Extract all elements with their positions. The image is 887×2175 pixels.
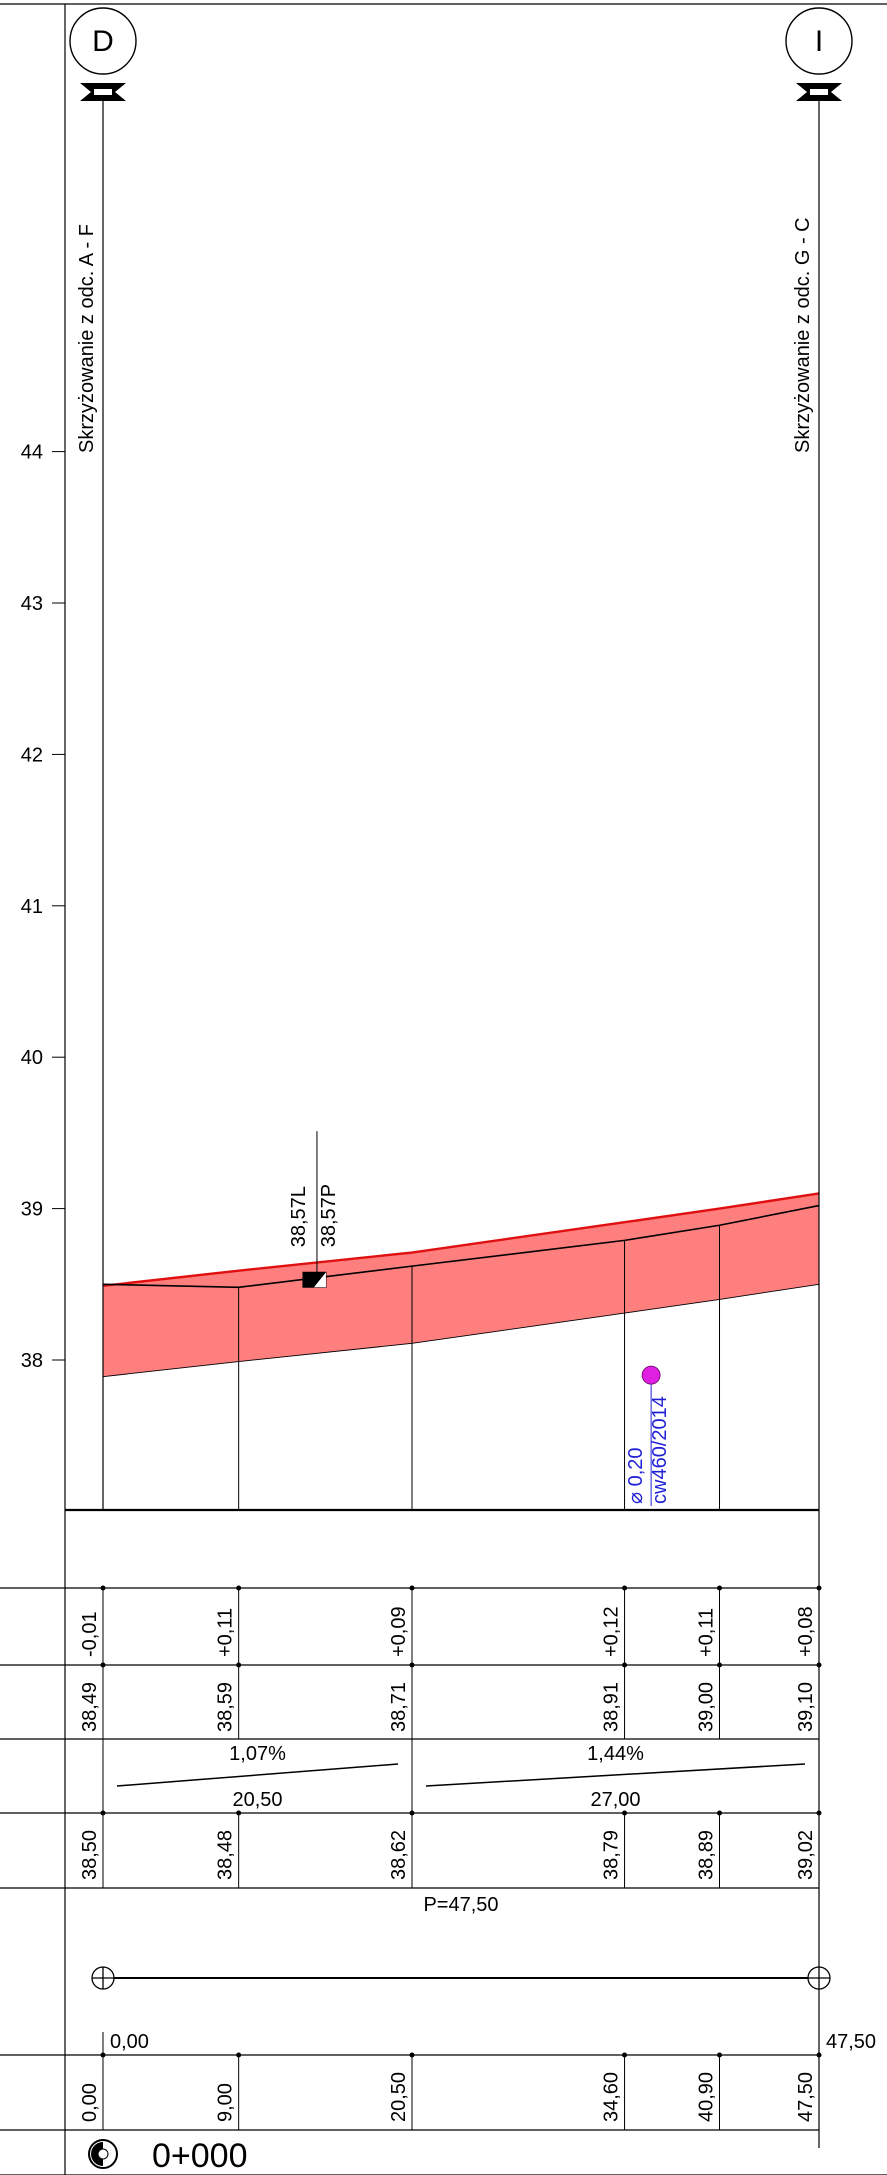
surface-elevation-value: 38,59: [215, 1682, 237, 1732]
intersection-left-label: Skrzyżowanie z odc. A - F: [76, 224, 98, 453]
elevation-tick-label: 41: [21, 896, 43, 918]
row-slopes: 1,07% 20,50 1,44% 27,00: [102, 1739, 820, 1813]
chainage-icon-half: [91, 2142, 103, 2166]
chainage-icon-center: [97, 2148, 109, 2160]
marker-d-symbol-inner: [94, 89, 112, 95]
difference-value: +0,09: [388, 1606, 410, 1657]
elevation-label-left: 38,57L: [288, 1186, 310, 1247]
marker-i-circle: [785, 7, 853, 75]
row-differences: -0,01 +0,11 +0,09 +0,12 +0,11 +0,08: [79, 1585, 822, 1665]
design-elevation-dot: [816, 1810, 822, 1816]
difference-dot: [622, 1585, 628, 1591]
marker-i-symbol-inner: [810, 89, 828, 95]
slope-length: 27,00: [590, 1789, 640, 1811]
elevation-tick-label: 44: [21, 442, 43, 464]
marker-i-label: I: [815, 25, 823, 58]
slope-percent: 1,07%: [229, 1743, 286, 1765]
design-elevation-dot: [717, 1810, 723, 1816]
design-elevation-value: 38,48: [215, 1830, 237, 1880]
difference-dot: [816, 1585, 822, 1591]
surface-elevation-dot: [100, 1662, 106, 1668]
difference-value: +0,12: [601, 1606, 623, 1657]
design-elevation-value: 38,89: [696, 1830, 718, 1880]
surface-elevation-dot: [236, 1662, 242, 1668]
slope-length: 20,50: [232, 1789, 282, 1811]
elevation-tick-label: 42: [21, 744, 43, 766]
difference-value: -0,01: [79, 1611, 101, 1657]
surface-line: [102, 1192, 820, 1288]
elevation-tick-label: 43: [21, 593, 43, 615]
marker-d-circle: [69, 7, 137, 75]
station-lines: [238, 1225, 721, 1510]
slope-line: [116, 1763, 399, 1787]
row-plan: P=47,50: [91, 1894, 831, 1990]
distance-dot: [236, 2052, 242, 2058]
elevation-label-flag-inner: [313, 1272, 326, 1288]
chainage-label: 0+000: [152, 2137, 248, 2175]
chainage-row: 0+000: [88, 2137, 248, 2175]
design-elevation-dot: [236, 1810, 242, 1816]
distance-dot: [622, 2052, 628, 2058]
distance-value: 9,00: [215, 2083, 237, 2122]
elevation-label-group: 38,57L 38,57P: [288, 1131, 340, 1288]
distance-value: 20,50: [388, 2072, 410, 2122]
elevation-tick-label: 39: [21, 1199, 43, 1221]
difference-value: +0,08: [795, 1606, 817, 1657]
utility-crossing: ⌀ 0,20 cw460/2014: [625, 1365, 671, 1506]
design-elevation-dot: [409, 1810, 415, 1816]
distance-value: 47,50: [795, 2072, 817, 2122]
distance-end-label: 47,50: [826, 2031, 876, 2053]
utility-pipe-icon: [641, 1365, 661, 1385]
difference-dot: [100, 1585, 106, 1591]
design-elevation-value: 38,62: [388, 1830, 410, 1880]
distance-dot: [409, 2052, 415, 2058]
surface-elevation-dot: [409, 1662, 415, 1668]
row-distances: 0,00 9,00 20,50 34,60 40,90 47,50: [79, 2052, 822, 2130]
elevation-label-right: 38,57P: [318, 1184, 340, 1247]
row-design-elevations: 38,50 38,48 38,62 38,79 38,89 39,02: [79, 1810, 822, 1888]
difference-value: +0,11: [215, 1608, 237, 1657]
difference-value: +0,11: [696, 1608, 718, 1657]
difference-dot: [409, 1585, 415, 1591]
slope-line: [425, 1763, 806, 1787]
marker-i: I: [785, 7, 853, 101]
distance-value: 40,90: [696, 2072, 718, 2122]
distance-value: 34,60: [601, 2072, 623, 2122]
design-elevation-value: 38,79: [601, 1830, 623, 1880]
surface-elevation-value: 39,10: [795, 1682, 817, 1732]
surface-elevation-dot: [717, 1662, 723, 1668]
design-elevation-dot: [100, 1810, 106, 1816]
surface-elevation-dot: [816, 1662, 822, 1668]
layer-bottom-line: [102, 1283, 820, 1378]
design-elevation-value: 38,50: [79, 1830, 101, 1880]
marker-d-label: D: [92, 25, 114, 58]
design-elevation-dot: [622, 1810, 628, 1816]
distance-start-label: 0,00: [110, 2031, 149, 2053]
distance-dot: [717, 2052, 723, 2058]
structure-layer-fill: [103, 1193, 819, 1377]
intersection-right-label: Skrzyżowanie z odc. G - C: [792, 217, 814, 453]
surface-elevation-dot: [622, 1662, 628, 1668]
surface-elevation-value: 39,00: [696, 1682, 718, 1732]
difference-dot: [236, 1585, 242, 1591]
design-profile-line: [102, 1204, 820, 1289]
plan-length-label: P=47,50: [423, 1894, 498, 1916]
design-elevation-value: 39,02: [795, 1830, 817, 1880]
surface-elevation-value: 38,49: [79, 1682, 101, 1732]
utility-code-label: cw460/2014: [649, 1396, 671, 1504]
surface-elevation-value: 38,71: [388, 1682, 410, 1732]
row-surface-elevations: 38,49 38,59 38,71 38,91 39,00 39,10: [79, 1662, 822, 1739]
marker-d: D: [69, 7, 137, 101]
slope-percent: 1,44%: [587, 1743, 644, 1765]
elevation-tick-label: 40: [21, 1047, 43, 1069]
elevation-axis: 44 43 42 41 40 39 38: [21, 442, 65, 1372]
surface-elevation-value: 38,91: [601, 1682, 623, 1732]
distance-value: 0,00: [79, 2083, 101, 2122]
elevation-tick-label: 38: [21, 1350, 43, 1372]
table-grid: [0, 1508, 819, 2131]
difference-dot: [717, 1585, 723, 1591]
utility-diameter-label: ⌀ 0,20: [625, 1447, 647, 1504]
